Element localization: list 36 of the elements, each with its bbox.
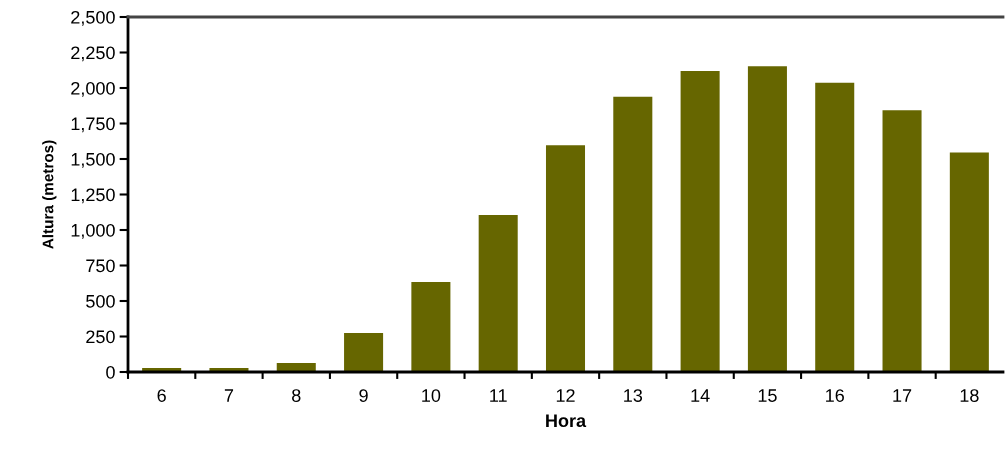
y-tick-label: 0: [106, 365, 115, 379]
y-tick-label: 750: [86, 259, 115, 273]
y-tick-label: 2,500: [71, 10, 115, 26]
x-tick-label: 10: [422, 389, 441, 402]
bar: [680, 70, 720, 372]
y-tick-label: 1,250: [71, 188, 115, 204]
x-tick-label: 6: [157, 389, 166, 402]
x-tick-label: 11: [490, 389, 507, 402]
x-tick-label: 18: [960, 389, 979, 402]
y-tick-label: 2,250: [71, 46, 115, 62]
bar: [478, 215, 518, 372]
x-tick-label: 7: [224, 389, 234, 402]
y-axis-title: Altura (metros): [42, 140, 57, 249]
x-tick-label: 15: [758, 389, 777, 402]
y-tick-label: 1,750: [71, 117, 115, 133]
bar: [747, 66, 787, 372]
x-tick-label: 16: [826, 389, 844, 402]
bar: [344, 332, 384, 372]
bar: [545, 145, 586, 372]
y-tick-label: 2,000: [71, 81, 115, 97]
bar: [815, 82, 855, 372]
x-tick-label: 9: [359, 389, 368, 402]
bar: [949, 152, 989, 372]
y-tick-label: 1,000: [71, 223, 115, 239]
bar: [411, 282, 451, 372]
x-tick-label: 14: [691, 389, 710, 402]
y-tick-label: 1,500: [71, 152, 115, 168]
bar: [882, 110, 922, 372]
x-axis-title: Hora: [546, 414, 587, 428]
bar: [613, 96, 653, 372]
y-tick-label: 250: [86, 330, 115, 344]
x-tick-label: 17: [893, 389, 912, 402]
x-tick-label: 8: [292, 389, 301, 402]
x-tick-label: 12: [556, 389, 575, 402]
y-tick-label: 500: [86, 294, 115, 308]
x-tick-label: 13: [624, 389, 643, 402]
